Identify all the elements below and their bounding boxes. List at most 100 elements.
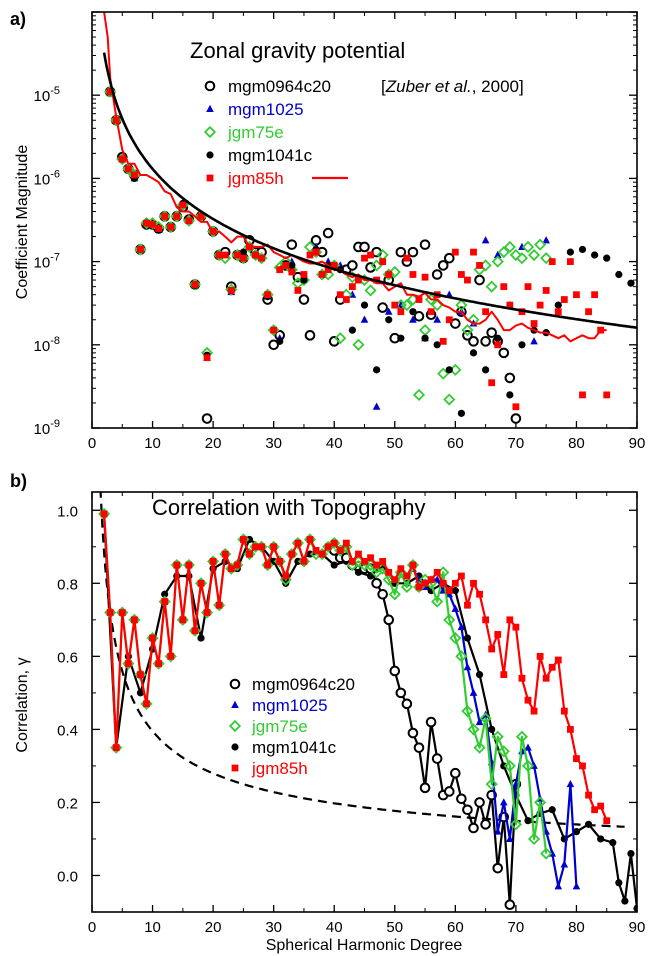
data-point	[173, 212, 181, 220]
data-point	[276, 337, 284, 345]
data-point	[521, 759, 535, 772]
data-point	[221, 251, 229, 259]
data-point	[615, 270, 623, 279]
data-point	[391, 301, 399, 309]
data-point	[400, 299, 413, 312]
data-point	[355, 276, 362, 284]
legend-label: jgm75e	[251, 717, 308, 736]
data-point	[431, 753, 443, 764]
data-point	[603, 254, 611, 262]
data-point	[603, 391, 611, 399]
data-point	[312, 547, 320, 554]
panel-a-legend: mgm0964c20 [Zuber et al., 2000] mgm1025 jgm…	[203, 77, 524, 188]
data-point	[367, 554, 374, 562]
data-point	[388, 588, 401, 601]
data-point	[518, 341, 526, 349]
legend-marker	[203, 125, 217, 139]
data-point	[373, 561, 381, 569]
x-tick-label: 70	[508, 435, 525, 452]
data-point	[584, 820, 593, 828]
data-point	[342, 539, 350, 547]
data-point	[566, 779, 575, 788]
x-tick-label: 50	[386, 435, 403, 452]
data-point	[282, 262, 290, 269]
data-point	[264, 291, 272, 299]
legend-label: jgm75e	[227, 123, 284, 142]
x-tick-label: 80	[568, 919, 585, 936]
data-point	[494, 334, 502, 342]
data-point	[288, 550, 296, 558]
panel-a-series-layer	[102, 12, 637, 424]
data-point	[463, 634, 472, 642]
data-point	[509, 818, 522, 831]
data-point	[481, 236, 490, 244]
data-point	[464, 276, 471, 284]
data-point	[252, 543, 259, 551]
data-point	[540, 252, 553, 265]
y-tick-label: 0.6	[57, 649, 78, 666]
data-point	[474, 274, 485, 286]
data-point	[419, 782, 431, 794]
data-point	[492, 862, 504, 874]
data-point	[294, 287, 302, 294]
data-point	[179, 201, 187, 209]
data-point	[554, 308, 562, 316]
data-point	[106, 609, 114, 616]
data-point	[494, 631, 502, 638]
data-point	[451, 604, 460, 612]
data-point	[418, 324, 432, 337]
data-point	[463, 663, 472, 671]
panel-a-plot-area	[91, 11, 638, 429]
data-point	[439, 337, 447, 345]
y-tick-base: 10	[34, 421, 51, 438]
data-point	[118, 155, 126, 163]
data-point	[421, 579, 429, 587]
data-point	[215, 601, 223, 609]
panel-a: a) Zonal gravity potential Coefficient M…	[10, 9, 645, 452]
data-point	[566, 258, 574, 265]
data-point	[530, 320, 538, 327]
data-point	[445, 366, 453, 374]
x-tick-label: 10	[144, 435, 161, 452]
data-point	[306, 536, 314, 543]
data-point	[500, 283, 508, 291]
data-point	[548, 806, 556, 814]
data-point	[597, 802, 605, 810]
data-point	[504, 372, 516, 384]
data-point	[482, 366, 490, 374]
data-point	[451, 587, 459, 595]
data-point	[475, 671, 484, 679]
data-point	[491, 255, 504, 268]
data-point	[413, 311, 425, 322]
data-point	[627, 849, 635, 858]
panel-b-title: Correlation with Topography	[152, 495, 426, 520]
y-tick-label: 10-7	[34, 252, 60, 272]
data-point	[191, 281, 199, 288]
data-point	[457, 572, 465, 580]
data-point	[348, 326, 356, 334]
data-point	[137, 671, 144, 679]
data-point	[300, 271, 308, 278]
data-point	[239, 254, 247, 262]
data-point	[548, 258, 556, 265]
data-point	[524, 696, 532, 704]
data-point	[246, 550, 253, 558]
panel-a-frame	[91, 11, 638, 429]
panel-b-frame	[91, 491, 638, 913]
data-point	[485, 778, 498, 791]
data-point	[488, 379, 496, 387]
data-point	[488, 725, 496, 733]
data-point	[627, 279, 635, 287]
panel-a-label: a)	[10, 9, 26, 29]
data-point	[118, 609, 126, 616]
data-point	[488, 645, 496, 653]
data-point	[167, 652, 175, 660]
data-point	[449, 632, 462, 645]
panel-b-series-layer	[98, 492, 637, 912]
data-point	[467, 723, 480, 736]
data-point	[633, 904, 637, 912]
data-point	[391, 576, 399, 584]
panel-b-y-axis-label: Correlation, γ	[14, 657, 31, 752]
data-point	[112, 744, 120, 752]
